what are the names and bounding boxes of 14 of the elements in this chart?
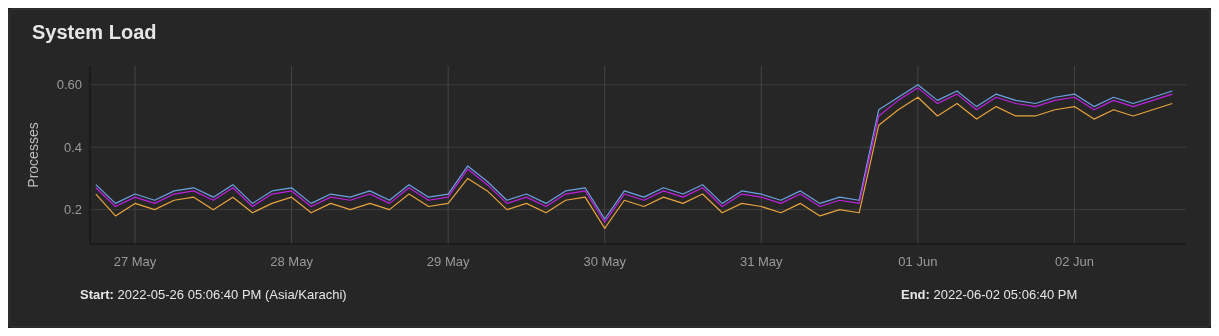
y-tick-label: 0.4 [63,139,82,155]
x-tick-label: 31 May [739,254,784,269]
x-tick-label: 02 Jun [1054,254,1094,269]
x-tick-label: 28 May [270,254,314,269]
text: End: 2022-06-02 05:06:40 PM [901,287,1078,302]
chart-title: System Load [32,21,157,43]
x-tick-label: 01 Jun [898,254,938,269]
x-tick-label: 30 May [583,254,627,269]
y-tick-label: 0.2 [63,202,82,218]
x-tick-label: 29 May [426,254,470,269]
y-tick-label: 0.60 [56,77,82,93]
text: Start: 2022-05-26 05:06:40 PM (Asia/Karachi) [80,287,347,302]
y-axis-title: Processes [25,122,41,188]
x-tick-label: 27 May [113,254,157,269]
